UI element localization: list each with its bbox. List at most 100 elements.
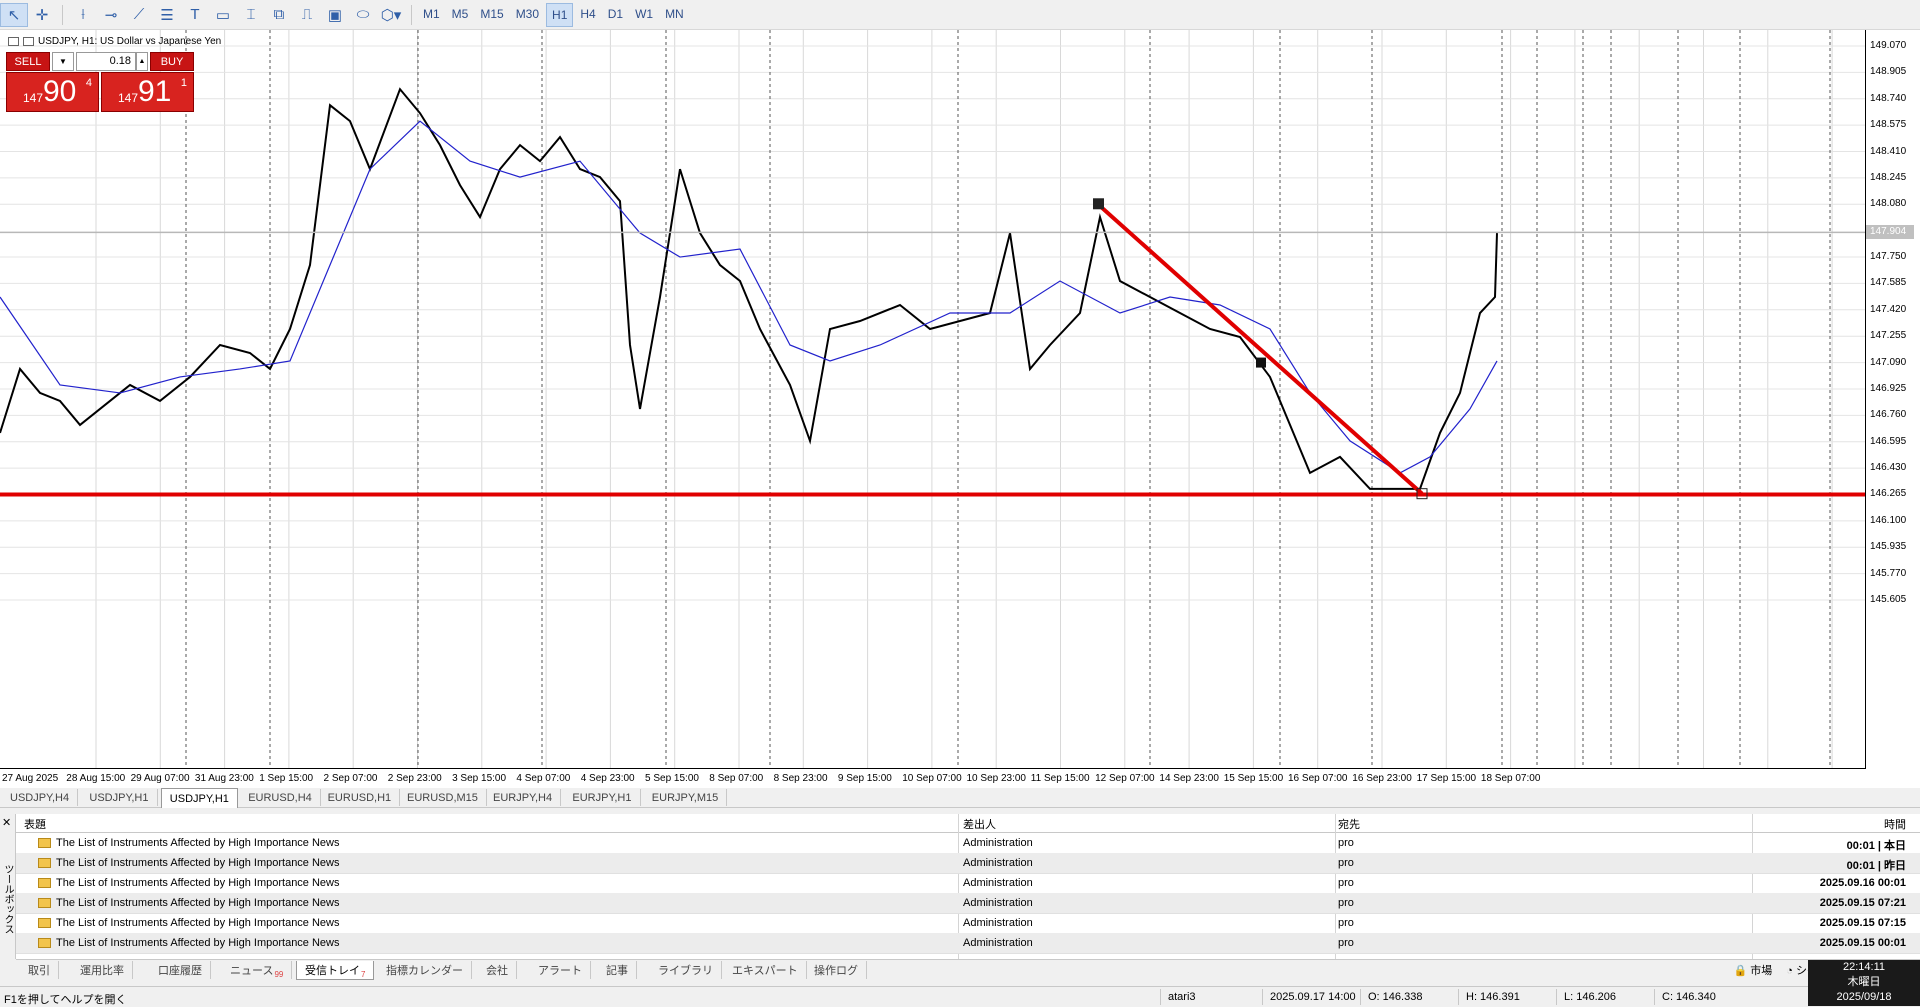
status-divider [1556, 989, 1557, 1005]
channel-icon[interactable]: ☰ [160, 6, 174, 24]
layers-icon[interactable]: ⧉ [273, 6, 285, 23]
cursor-icon[interactable]: ↖ [0, 2, 28, 27]
time-scale[interactable]: 27 Aug 2025 28 Aug 15:00 29 Aug 07:00 31 Au… [0, 768, 1866, 789]
toolbox-tab[interactable]: 記事 [598, 961, 637, 979]
vertical-line-icon[interactable]: ⟊ [81, 6, 85, 23]
trendline-icon[interactable]: ⟋ [133, 6, 145, 23]
toolbox-tab[interactable]: 受信トレイ 7 [296, 961, 375, 980]
chart-tab[interactable]: EURUSD,M15 [399, 789, 487, 806]
row-subject: The List of Instruments Affected by High… [56, 917, 340, 929]
toolbox-tab[interactable]: 運用比率 [72, 961, 133, 979]
toolbox-tab[interactable]: アラート [530, 961, 591, 979]
lot-input[interactable]: 0.18 [76, 52, 136, 71]
time-tick-label: 4 Sep 07:00 [516, 773, 571, 784]
sell-price[interactable]: 147 90 4 [6, 72, 99, 112]
toolbox-tab-label: 取引 [28, 965, 50, 977]
inbox-row[interactable]: The List of Instruments Affected by High… [16, 873, 1920, 894]
timeframe-m5[interactable]: M5 [451, 6, 469, 21]
toolbox-tab-label: 指標カレンダー [386, 965, 463, 977]
trendline [1096, 202, 1424, 496]
horizontal-line-icon[interactable]: ⊸ [104, 6, 118, 24]
trendline-handle [1256, 357, 1266, 368]
row-time: 2025.09.16 00:01 [1819, 877, 1906, 889]
price-tick-label: 145.935 [1870, 541, 1907, 553]
toolbox-tab[interactable]: 会社 [478, 961, 517, 979]
status-divider [1160, 989, 1161, 1005]
chart-tab[interactable]: USDJPY,H1 [81, 789, 158, 806]
market-link[interactable]: 🔒 市場 [1733, 965, 1773, 977]
status-low: L: 146.206 [1564, 991, 1616, 1003]
close-icon[interactable]: ✕ [2, 817, 12, 829]
status-profile[interactable]: atari3 [1168, 991, 1196, 1003]
column-subject[interactable]: 表題 [24, 819, 46, 831]
sell-button[interactable]: SELL [6, 52, 50, 71]
column-time[interactable]: 時間 [1884, 819, 1906, 831]
price-tick-label: 147.420 [1870, 303, 1907, 315]
chart-tab[interactable]: EURJPY,H1 [564, 789, 641, 806]
buy-button[interactable]: BUY [150, 52, 194, 71]
toolbox-tab[interactable]: エキスパート [724, 961, 807, 979]
ellipse-icon[interactable]: ⬭ [356, 6, 370, 23]
timeframe-m30[interactable]: M30 [515, 6, 540, 21]
time-tick-label: 8 Sep 23:00 [773, 773, 828, 784]
crosshair-icon[interactable]: ✛ [35, 6, 49, 24]
chart-icon [8, 37, 19, 46]
shapes-icon[interactable]: ⬡▾ [380, 6, 402, 24]
price-tick-label: 146.100 [1870, 514, 1907, 526]
timeframe-mn[interactable]: MN [665, 6, 684, 21]
column-to[interactable]: 宛先 [1338, 819, 1360, 831]
toolbox-tab[interactable]: 操作ログ [806, 961, 867, 979]
toolbox-tab[interactable]: 指標カレンダー [378, 961, 472, 979]
ok-icon[interactable]: ▣ [327, 6, 343, 24]
price-tick-label: 145.605 [1870, 594, 1907, 605]
chart-tab[interactable]: EURJPY,M15 [644, 789, 728, 806]
chart-window[interactable]: USDJPY, H1: US Dollar vs Japanese Yen SE… [0, 30, 1920, 789]
inbox-row[interactable]: The List of Instruments Affected by High… [16, 853, 1920, 874]
row-time: 2025.09.15 07:15 [1819, 917, 1906, 929]
inbox-row[interactable]: The List of Instruments Affected by High… [16, 833, 1920, 854]
envelope-icon [38, 918, 51, 928]
toolbox-tab-label: ライブラリ [658, 965, 713, 977]
chart-tabs: USDJPY,H4 USDJPY,H1 USDJPY,H1 EURUSD,H4 EURU… [0, 788, 1920, 808]
timeframe-d1[interactable]: D1 [607, 6, 624, 21]
toolbox-tab[interactable]: 口座履歴 [150, 961, 211, 979]
chart-icon[interactable]: ⎍ [301, 6, 313, 23]
inbox-row[interactable]: The List of Instruments Affected by High… [16, 933, 1920, 954]
timeframe-h1[interactable]: H1 [546, 2, 574, 27]
toolbox-tab[interactable]: ライブラリ [650, 961, 722, 979]
inbox-row[interactable]: The List of Instruments Affected by High… [16, 893, 1920, 914]
toolbox-tab[interactable]: ニュース 99 [222, 961, 293, 979]
status-divider [1458, 989, 1459, 1005]
row-subject: The List of Instruments Affected by High… [56, 837, 340, 849]
price-tick-label: 146.595 [1870, 435, 1907, 447]
buy-price-pip: 1 [180, 77, 187, 89]
text-icon[interactable]: T [190, 6, 200, 23]
timeframe-m15[interactable]: M15 [480, 6, 504, 21]
time-tick-label: 17 Sep 15:00 [1416, 773, 1477, 784]
timeframe-w1[interactable]: W1 [635, 6, 654, 21]
row-to: pro [1338, 857, 1354, 869]
rectangle-icon[interactable]: ▭ [215, 6, 231, 24]
price-tick-label: 148.905 [1870, 66, 1907, 78]
chart-tab[interactable]: USDJPY,H4 [2, 789, 79, 806]
column-from[interactable]: 差出人 [963, 819, 996, 831]
timeframe-m1[interactable]: M1 [423, 6, 440, 21]
lot-stepper[interactable]: ▲ [136, 52, 148, 71]
time-tick-label: 28 Aug 15:00 [66, 773, 126, 784]
toolbox-tab-label: 記事 [606, 965, 628, 977]
chart-tab[interactable]: USDJPY,H1 [160, 788, 238, 808]
buy-price[interactable]: 147 91 1 [101, 72, 194, 112]
row-time: 2025.09.15 07:21 [1819, 897, 1906, 909]
chart-tab[interactable]: EURJPY,H4 [485, 789, 562, 806]
chart-tab[interactable]: EURUSD,H1 [320, 789, 401, 806]
system-clock[interactable]: 22:14:11 木曜日 2025/09/18 [1808, 960, 1920, 1006]
lot-dropdown[interactable]: ▼ [52, 52, 74, 71]
text-label-icon[interactable]: ⌶ [246, 6, 256, 23]
time-tick-label: 4 Sep 23:00 [580, 773, 635, 784]
toolbox-tab[interactable]: 取引 [20, 961, 59, 979]
inbox-row[interactable]: The List of Instruments Affected by High… [16, 913, 1920, 934]
price-scale[interactable]: 149.070 148.905 148.740 148.575 148.410 148.2… [1865, 30, 1920, 768]
timeframe-h4[interactable]: H4 [580, 6, 596, 21]
price-chart[interactable] [0, 30, 1865, 768]
chart-tab[interactable]: EURUSD,H4 [240, 789, 321, 806]
